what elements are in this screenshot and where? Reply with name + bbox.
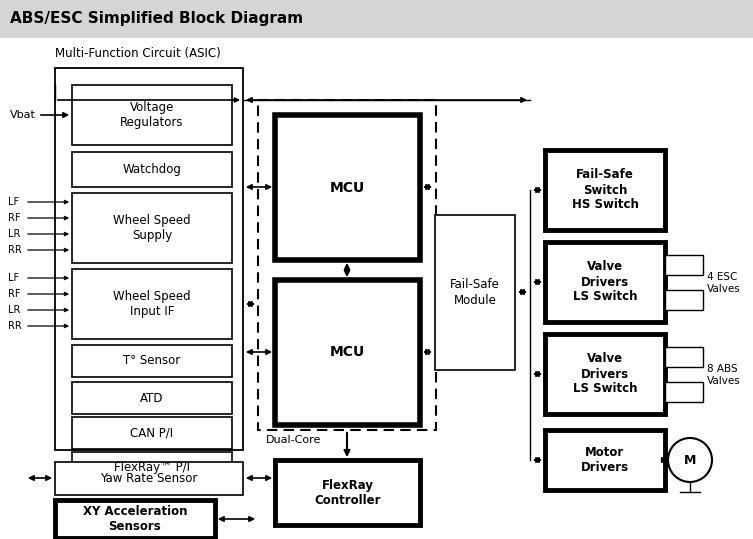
Text: FlexRay
Controller: FlexRay Controller: [314, 479, 381, 507]
Text: ATD: ATD: [140, 391, 163, 404]
Text: Motor
Drivers: Motor Drivers: [581, 446, 629, 474]
Bar: [72, 452, 232, 484]
Bar: [275, 460, 420, 525]
Text: 4 ESC
Valves: 4 ESC Valves: [707, 272, 741, 294]
Bar: [665, 290, 703, 310]
Bar: [665, 255, 703, 275]
Bar: [0, 0, 753, 38]
Circle shape: [668, 438, 712, 482]
Text: Vbat: Vbat: [10, 110, 36, 120]
Text: M: M: [684, 453, 697, 466]
Bar: [435, 215, 515, 370]
Text: 8 ABS
Valves: 8 ABS Valves: [707, 364, 741, 386]
Bar: [545, 150, 665, 230]
Text: LF: LF: [8, 273, 19, 283]
Bar: [55, 462, 243, 495]
Text: Wheel Speed
Input IF: Wheel Speed Input IF: [113, 290, 191, 318]
Text: Watchdog: Watchdog: [123, 163, 181, 176]
Bar: [545, 334, 665, 414]
Bar: [275, 280, 420, 425]
Text: Fail-Safe
Switch
HS Switch: Fail-Safe Switch HS Switch: [572, 169, 639, 211]
Bar: [545, 430, 665, 490]
Text: Dual-Core: Dual-Core: [266, 435, 322, 445]
Text: LR: LR: [8, 229, 20, 239]
Bar: [72, 152, 232, 187]
Text: Valve
Drivers
LS Switch: Valve Drivers LS Switch: [573, 353, 637, 396]
Text: Fail-Safe
Module: Fail-Safe Module: [450, 279, 500, 307]
Text: Multi-Function Circuit (ASIC): Multi-Function Circuit (ASIC): [55, 47, 221, 60]
Bar: [55, 68, 243, 450]
Bar: [72, 85, 232, 145]
Text: Voltage
Regulators: Voltage Regulators: [120, 101, 184, 129]
Bar: [545, 242, 665, 322]
Text: RR: RR: [8, 245, 22, 255]
Bar: [72, 382, 232, 414]
Text: ABS/ESC Simplified Block Diagram: ABS/ESC Simplified Block Diagram: [10, 11, 303, 26]
Text: CAN P/I: CAN P/I: [130, 426, 173, 439]
Text: RF: RF: [8, 289, 20, 299]
Text: LF: LF: [8, 197, 19, 207]
Bar: [665, 347, 703, 367]
Text: Wheel Speed
Supply: Wheel Speed Supply: [113, 214, 191, 242]
Bar: [665, 382, 703, 402]
Text: LR: LR: [8, 305, 20, 315]
Bar: [72, 345, 232, 377]
Text: MCU: MCU: [330, 181, 365, 195]
Text: Yaw Rate Sensor: Yaw Rate Sensor: [100, 472, 198, 485]
Bar: [72, 269, 232, 339]
Bar: [275, 115, 420, 260]
Text: T° Sensor: T° Sensor: [123, 355, 181, 368]
Text: RR: RR: [8, 321, 22, 331]
Text: MCU: MCU: [330, 345, 365, 360]
Bar: [72, 193, 232, 263]
Bar: [258, 100, 436, 430]
Text: Valve
Drivers
LS Switch: Valve Drivers LS Switch: [573, 260, 637, 303]
Bar: [55, 500, 215, 538]
Text: RF: RF: [8, 213, 20, 223]
Text: FlexRay™ P/I: FlexRay™ P/I: [114, 461, 190, 474]
Bar: [72, 417, 232, 449]
Text: XY Acceleration
Sensors: XY Acceleration Sensors: [83, 505, 187, 533]
